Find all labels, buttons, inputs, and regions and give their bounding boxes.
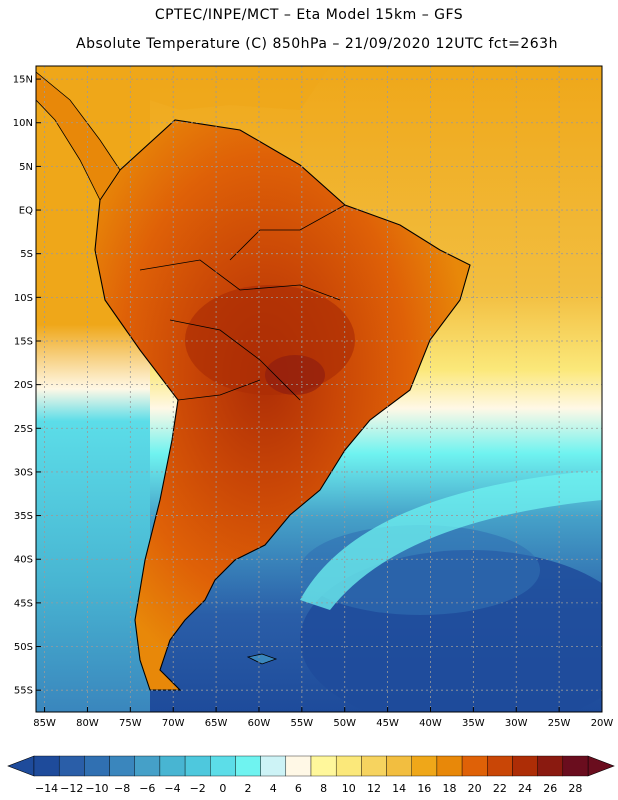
lat-tick-label: 25S (14, 424, 33, 435)
colorbar-swatch (210, 755, 236, 777)
colorbar-label: 18 (443, 782, 457, 795)
colorbar-label: 26 (543, 782, 557, 795)
lat-tick-label: 15N (13, 75, 33, 86)
colorbar-label: 8 (320, 782, 327, 795)
model-title: CPTEC/INPE/MCT – Eta Model 15km – GFS (154, 7, 464, 23)
colorbar-label: 20 (468, 782, 482, 795)
colorbar-label: −10 (85, 782, 108, 795)
heat-max (265, 355, 325, 395)
lon-tick-label: 25W (548, 718, 571, 729)
lon-tick-label: 50W (333, 718, 356, 729)
lat-tick-label: 45S (14, 598, 33, 609)
colorbar: −14 −12 −10 −8 −6 −4 −2 0 2 4 6 8 10 12 14 16 18 20 22 24 26… (7, 755, 615, 795)
lat-tick-label: 50S (14, 642, 33, 653)
colorbar-label: −8 (114, 782, 130, 795)
colorbar-swatch (562, 755, 589, 777)
colorbar-swatch (386, 755, 412, 777)
lat-tick-label: 10N (13, 118, 33, 129)
colorbar-swatch (411, 755, 438, 777)
colorbar-swatch (58, 755, 85, 777)
colorbar-swatch (134, 755, 161, 777)
caribbean-field (150, 66, 330, 110)
colorbar-label: 0 (219, 782, 226, 795)
colorbar-label: 16 (417, 782, 431, 795)
lat-tick-label: 40S (14, 555, 33, 566)
lat-tick-label: 5N (19, 162, 33, 173)
lat-tick-label: 35S (14, 511, 33, 522)
colorbar-label: 4 (270, 782, 277, 795)
colorbar-swatch (512, 755, 538, 777)
colorbar-swatch (310, 755, 337, 777)
colorbar-label: −14 (35, 782, 58, 795)
colorbar-swatch (285, 755, 312, 777)
lon-tick-label: 35W (462, 718, 485, 729)
colorbar-label: 12 (367, 782, 381, 795)
lon-tick-label: 45W (376, 718, 399, 729)
colorbar-label: −12 (60, 782, 83, 795)
colorbar-swatch (461, 755, 488, 777)
colorbar-swatch (260, 755, 287, 777)
lat-tick-label: 55S (14, 686, 33, 697)
central-america-land (36, 71, 121, 201)
colorbar-label: 22 (493, 782, 507, 795)
latitude-axis: 15N 10N 5N EQ 5S 10S 15S 20S 25S 30S 35S 40S 45S 50S 5… (13, 75, 41, 697)
colorbar-low-arrow (7, 755, 35, 777)
colorbar-swatch (361, 755, 387, 777)
lat-tick-label: EQ (19, 206, 33, 217)
lon-tick-label: 40W (419, 718, 442, 729)
lon-tick-label: 80W (76, 718, 99, 729)
lat-tick-label: 20S (14, 380, 33, 391)
colorbar-label: −2 (190, 782, 206, 795)
colorbar-label: 28 (568, 782, 582, 795)
lon-tick-label: 85W (33, 718, 56, 729)
colorbar-label: 6 (295, 782, 302, 795)
colorbar-swatch (33, 755, 60, 777)
graticule (36, 66, 603, 712)
colorbar-label: 10 (342, 782, 356, 795)
lat-tick-label: 10S (14, 293, 33, 304)
lon-tick-label: 70W (162, 718, 185, 729)
colorbar-swatch (235, 755, 261, 777)
lon-tick-label: 60W (248, 718, 271, 729)
lat-tick-label: 5S (20, 249, 33, 260)
map-field (36, 66, 602, 712)
plot-frame (35, 65, 603, 713)
lon-tick-label: 65W (205, 718, 228, 729)
colorbar-swatch (84, 755, 110, 777)
colorbar-swatch (335, 755, 362, 777)
colorbar-swatch (184, 755, 211, 777)
lon-tick-label: 30W (505, 718, 528, 729)
colorbar-swatch (159, 755, 186, 777)
colorbar-swatch (436, 755, 463, 777)
colorbar-label: 24 (518, 782, 532, 795)
south-america-land (94, 119, 471, 691)
colorbar-label: 14 (392, 782, 406, 795)
lon-tick-label: 75W (119, 718, 142, 729)
country-borders (139, 204, 346, 401)
colorbar-label: −6 (139, 782, 155, 795)
cyan-band (300, 470, 602, 610)
longitude-axis: 85W 80W 75W 70W 65W 60W 55W 50W 45W 40W 35W 30W 25W 2… (33, 707, 613, 729)
colorbar-high-arrow (587, 755, 615, 777)
colorbar-swatch (487, 755, 513, 777)
colorbar-label: 2 (245, 782, 252, 795)
colorbar-label: −4 (164, 782, 180, 795)
lat-tick-label: 15S (14, 336, 33, 347)
lon-tick-label: 55W (291, 718, 314, 729)
field-title: Absolute Temperature (C) 850hPa – 21/09/… (76, 36, 558, 52)
falklands-outline (246, 653, 278, 665)
lat-tick-label: 30S (14, 467, 33, 478)
colorbar-swatch (109, 755, 135, 777)
colorbar-swatch (537, 755, 564, 777)
lon-tick-label: 20W (591, 718, 614, 729)
